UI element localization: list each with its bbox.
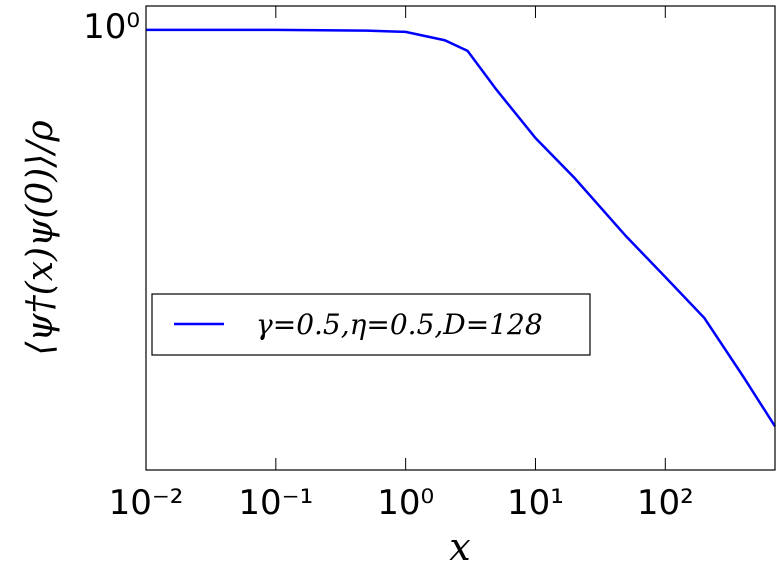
plot-frame	[145, 5, 776, 471]
x-tick-label: 10⁻¹	[238, 483, 313, 523]
x-tick-label: 10⁰	[377, 483, 434, 523]
legend-box	[151, 293, 591, 356]
x-tick-label: 10²	[637, 483, 694, 523]
x-tick-label: 10¹	[507, 483, 564, 523]
legend-label: γ=0.5,η=0.5,D=128	[256, 308, 543, 341]
y-axis-label: ⟨ψ†(x)ψ(0)⟩/ρ	[20, 120, 61, 355]
y-tick-label: 10⁰	[83, 7, 140, 47]
x-axis-label: x	[449, 525, 470, 569]
x-tick-label: 10⁻²	[109, 483, 184, 523]
data-line	[146, 28, 777, 427]
